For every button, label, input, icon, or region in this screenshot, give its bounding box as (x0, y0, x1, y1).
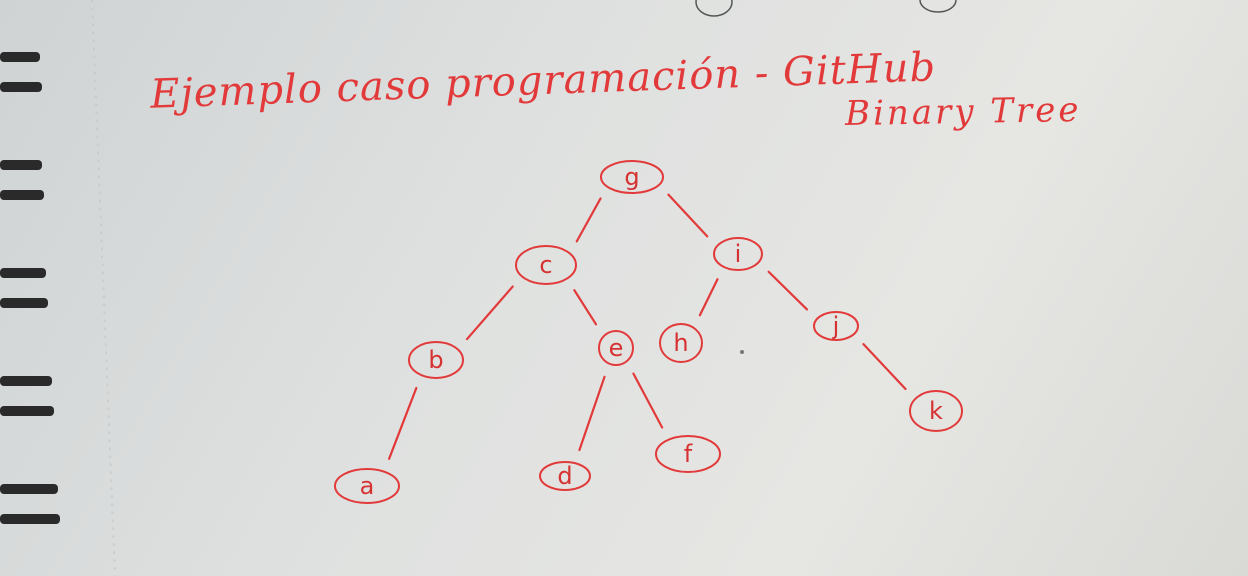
tree-edge-e-d (578, 375, 606, 452)
tree-node-a (334, 468, 400, 504)
tree-edge-c-b (465, 285, 514, 341)
tree-node-k (909, 390, 963, 432)
binding-coil (0, 268, 46, 278)
tree-edge-b-a (387, 386, 418, 460)
tree-node-label-b: b (428, 346, 444, 374)
tree-edges (387, 193, 907, 460)
tree-node-f (655, 435, 721, 473)
binding-coil (0, 376, 52, 386)
tree-node-label-d: d (557, 462, 573, 490)
tree-edge-e-f (632, 372, 664, 429)
binding-coil (0, 82, 42, 92)
tree-node-j (813, 311, 859, 341)
tree-node-label-c: c (539, 251, 553, 279)
tree-node-label-e: e (608, 334, 624, 362)
binding-coil (0, 298, 48, 308)
tree-node-c (515, 245, 577, 285)
tree-node-d (539, 461, 591, 491)
binding-coil (0, 514, 60, 524)
margin-line (91, 0, 116, 576)
tree-node-e (598, 330, 634, 366)
page-number-circle (919, 0, 957, 13)
tree-edge-i-j (767, 270, 809, 311)
binding-coil (0, 484, 58, 494)
tree-node-h (659, 323, 703, 363)
tree-node-g (600, 160, 664, 194)
binding-coil (0, 52, 40, 62)
binding-coil (0, 406, 54, 416)
spiral-binding (0, 52, 60, 524)
binding-coil (0, 190, 44, 200)
tree-node-label-k: k (929, 397, 943, 425)
tree-edge-g-c (575, 197, 602, 243)
tree-node-label-j: j (832, 312, 840, 340)
tree-edge-j-k (862, 343, 907, 391)
ink-dot (740, 350, 744, 354)
tree-node-i (713, 237, 763, 271)
tree-node-label-i: i (734, 240, 742, 268)
tree-node-b (408, 341, 464, 379)
tree-node-label-h: h (673, 329, 689, 357)
binding-coil (0, 160, 42, 170)
tree-node-label-a: a (359, 472, 375, 500)
note-subtitle: Binary Tree (844, 89, 1082, 135)
tree-edge-c-e (573, 289, 598, 326)
tree-node-label-g: g (624, 163, 640, 191)
tree-edge-g-i (667, 193, 709, 238)
tree-node-label-f: f (683, 440, 693, 468)
page-number-circle (695, 0, 733, 17)
tree-edge-i-h (698, 278, 719, 317)
tree-nodes (334, 160, 963, 504)
